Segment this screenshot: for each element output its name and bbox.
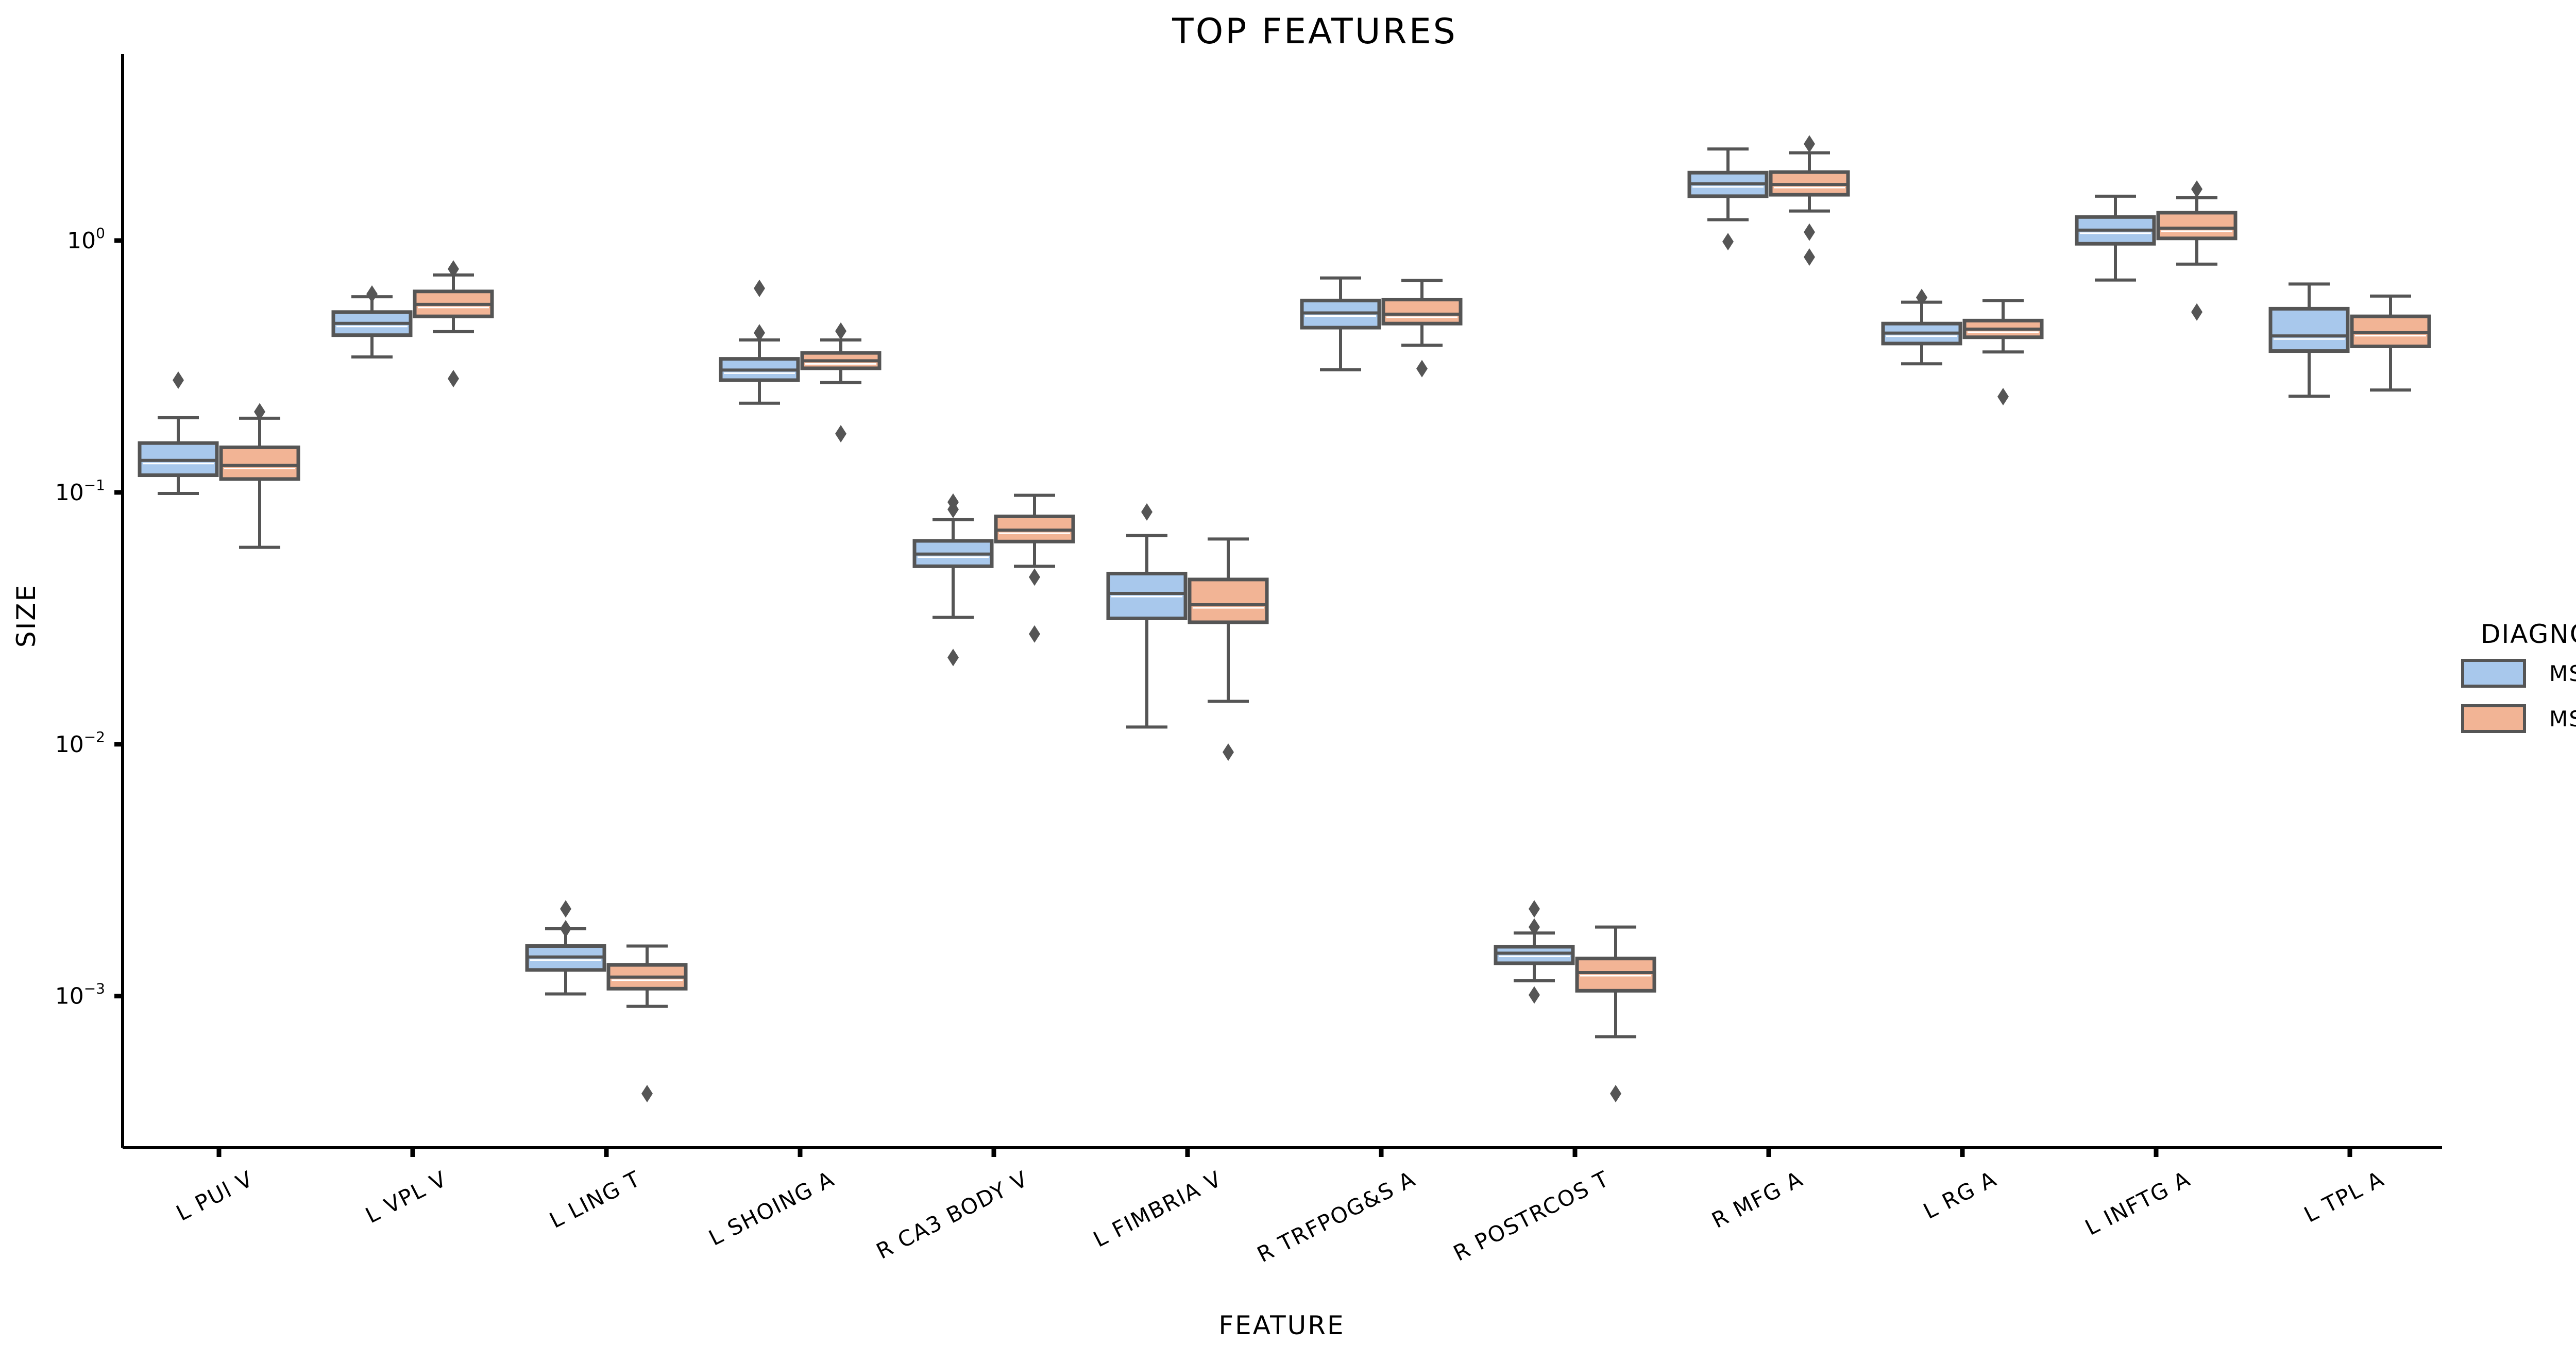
box: [1188, 577, 1269, 624]
outlier-point: [1529, 986, 1540, 1004]
box: [2268, 307, 2350, 353]
outlier-point: [448, 260, 459, 278]
x-tick-label: L SHOING A: [705, 1166, 839, 1251]
box-group: [1881, 288, 1962, 366]
box-group: [1575, 925, 1656, 1102]
y-tick-label: 10−2: [55, 728, 105, 758]
box: [1575, 957, 1656, 993]
y-axis-label: SIZE: [11, 584, 41, 648]
box-group: [912, 493, 994, 667]
box-group: [1687, 147, 1769, 251]
x-tick-label: R CA3 BODY V: [872, 1166, 1032, 1264]
outlier-point: [1223, 743, 1234, 761]
outlier-point: [1722, 233, 1734, 251]
box-group: [1300, 276, 1381, 371]
x-tick-label: R MFG A: [1708, 1166, 1807, 1233]
outlier-point: [835, 322, 846, 340]
x-tick-label: L FIMBRIA V: [1089, 1166, 1226, 1252]
box-group: [1106, 503, 1188, 729]
box-group: [2156, 180, 2238, 321]
box: [2156, 211, 2238, 241]
outlier-point: [754, 279, 765, 297]
box-group: [606, 944, 688, 1102]
outlier-point: [366, 285, 378, 303]
box-group: [525, 900, 606, 996]
box-group: [331, 285, 413, 359]
outlier-point: [560, 900, 571, 918]
box-group: [1769, 135, 1850, 266]
box-group: [219, 403, 300, 549]
outlier-point: [1416, 360, 1428, 378]
box-group: [719, 279, 800, 405]
box: [1494, 945, 1575, 965]
outlier-point: [1997, 387, 2009, 405]
outlier-point: [2191, 303, 2202, 321]
legend-label: MS-TN: [2549, 661, 2576, 686]
box-group: [2350, 294, 2431, 392]
y-tick-label: 10−1: [55, 476, 105, 506]
box-group: [413, 260, 494, 387]
box-group: [1188, 537, 1269, 761]
x-tick-label: L TPL A: [2300, 1166, 2388, 1228]
box-group: [994, 493, 1075, 643]
y-tick-label: 100: [67, 225, 105, 254]
box: [219, 445, 300, 481]
outlier-point: [1529, 900, 1540, 918]
outlier-point: [1804, 248, 1815, 266]
x-axis-label: FEATURE: [1218, 1310, 1345, 1340]
plot-area: [138, 135, 2431, 1102]
outlier-point: [835, 424, 846, 442]
legend: DIAGNOSIS MS-TN MS: [2461, 619, 2576, 733]
outlier-point: [1916, 288, 1927, 307]
box-group: [1962, 299, 2044, 405]
outlier-point: [1029, 568, 1040, 586]
x-tick-label: L RG A: [1919, 1166, 2001, 1224]
box-group: [138, 371, 219, 495]
outlier-point: [448, 369, 459, 387]
box: [1381, 298, 1463, 326]
outlier-point: [947, 649, 959, 667]
outlier-point: [2191, 180, 2202, 198]
y-tick-label: 10−3: [55, 980, 105, 1010]
outlier-point: [1804, 135, 1815, 153]
x-tick-label: L LING T: [546, 1166, 645, 1233]
box-group: [1494, 900, 1575, 1004]
x-tick-label: R POSTRCOS T: [1449, 1166, 1613, 1266]
outlier-point: [560, 920, 571, 938]
outlier-point: [1029, 625, 1040, 643]
box-group: [1381, 279, 1463, 378]
outlier-point: [173, 371, 184, 389]
outlier-point: [1610, 1084, 1621, 1102]
x-tick-label: L VPL V: [362, 1166, 451, 1228]
legend-title: DIAGNOSIS: [2481, 619, 2576, 649]
outlier-point: [1141, 503, 1153, 521]
legend-swatch: [2461, 659, 2526, 688]
outlier-point: [1529, 918, 1540, 936]
x-tick-label: L INFTG A: [2081, 1166, 2194, 1240]
box-group: [2268, 282, 2350, 398]
box-group: [800, 322, 882, 442]
x-tick-label: R TRFPOG&S A: [1253, 1166, 1419, 1267]
legend-swatch: [2461, 704, 2526, 733]
outlier-point: [641, 1084, 653, 1102]
x-tick-label: L PUl V: [172, 1166, 257, 1226]
box-group: [2075, 194, 2156, 282]
legend-label: MS: [2549, 706, 2576, 731]
outlier-point: [754, 324, 765, 342]
chart-title: TOP FEATURES: [1172, 11, 1458, 52]
outlier-point: [1804, 223, 1815, 241]
outlier-point: [947, 493, 959, 511]
outlier-point: [254, 403, 265, 421]
